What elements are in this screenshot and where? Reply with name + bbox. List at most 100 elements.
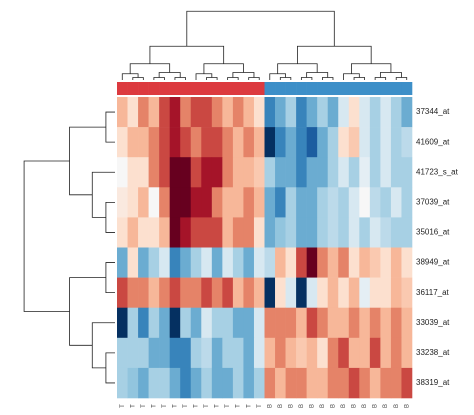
heat-cell [201, 187, 213, 218]
column-label: B [373, 404, 379, 408]
heat-cell [327, 157, 339, 188]
heat-cell [275, 127, 286, 158]
group-bar [369, 82, 381, 95]
heat-cell [380, 97, 392, 128]
dendrogram-branch [206, 77, 218, 80]
heat-cell [369, 97, 381, 128]
heat-cell [243, 97, 255, 128]
heat-cell [117, 127, 128, 158]
heat-cell [390, 217, 402, 248]
heat-cell [190, 127, 202, 158]
heat-cell [201, 217, 213, 248]
heat-cell [275, 97, 286, 128]
heat-cell [327, 97, 339, 128]
heat-cell [159, 157, 170, 188]
heat-cell [232, 157, 244, 188]
dendrogram-branch [306, 72, 329, 78]
dendrogram-branch [23, 160, 70, 312]
heat-cell [348, 307, 360, 339]
dendrogram-branch [269, 73, 286, 80]
column-label: B [288, 404, 294, 408]
column-label: B [267, 404, 273, 408]
heat-cell [159, 247, 170, 278]
heat-cell [275, 277, 286, 308]
heat-cell [296, 307, 307, 339]
heat-cell [169, 97, 181, 128]
dendrogram-branch [105, 111, 115, 143]
heat-cell [138, 97, 149, 128]
dendrogram-branch [379, 72, 402, 78]
heat-cell [169, 337, 181, 369]
heat-cell [232, 217, 244, 248]
heat-cell [232, 277, 244, 308]
heat-cell [222, 367, 234, 399]
heat-cell [327, 127, 339, 158]
heat-cell [348, 157, 360, 188]
heat-cell [222, 307, 234, 339]
heat-cell [359, 187, 371, 218]
heat-cell [222, 277, 234, 308]
heat-cell [348, 127, 360, 158]
heat-cell [169, 127, 181, 158]
column-label: T [246, 404, 252, 408]
heat-cell [380, 187, 392, 218]
heat-cell [243, 157, 255, 188]
heat-cell [148, 127, 160, 158]
heat-cell [211, 337, 223, 369]
heat-cell [369, 247, 381, 278]
heat-cell [243, 187, 255, 218]
heat-cell [127, 127, 139, 158]
heat-cell [390, 157, 402, 188]
heat-cell [232, 247, 244, 278]
heat-cell [380, 337, 392, 369]
heat-cell [159, 187, 170, 218]
heat-cell [253, 337, 265, 369]
heat-cell [201, 127, 213, 158]
heat-cell [264, 367, 276, 399]
heat-cell [285, 217, 297, 248]
dendrogram-branch [343, 73, 360, 80]
heat-cell [138, 337, 149, 369]
heat-cell [296, 127, 307, 158]
heat-cell [127, 247, 139, 278]
heat-cell [285, 307, 297, 339]
heat-cell [148, 307, 160, 339]
dendrogram-branch [248, 77, 260, 80]
column-label: T [183, 404, 189, 408]
heat-cell [190, 187, 202, 218]
heat-cell [338, 97, 350, 128]
heat-cell [285, 247, 297, 278]
heat-cell [369, 127, 381, 158]
row-label: 35016_at [416, 228, 450, 237]
heat-cell [306, 157, 318, 188]
heat-cell [127, 187, 139, 218]
heat-cell [180, 277, 192, 308]
heat-cell [264, 187, 276, 218]
heat-cell [190, 277, 202, 308]
heat-cell [190, 217, 202, 248]
heat-cell [296, 367, 307, 399]
dendrogram-branch [132, 77, 144, 80]
heat-cell [317, 217, 329, 248]
heat-cell [380, 217, 392, 248]
group-bar [327, 82, 339, 95]
dendrogram-branch [186, 10, 335, 47]
heat-cell [243, 307, 255, 339]
heat-cell [348, 187, 360, 218]
heat-cell [296, 97, 307, 128]
column-label: T [225, 404, 231, 408]
heat-cell [317, 157, 329, 188]
heat-cell [338, 277, 350, 308]
heat-cell [285, 277, 297, 308]
heat-cell [380, 247, 392, 278]
heat-cell [211, 157, 223, 188]
heat-cell [275, 367, 286, 399]
row-label: 41609_at [416, 137, 450, 146]
heat-cell [138, 187, 149, 218]
heat-cell [338, 337, 350, 369]
heat-cell [148, 247, 160, 278]
heat-cell [243, 217, 255, 248]
heat-cell [180, 157, 192, 188]
heat-cell [369, 367, 381, 399]
heat-cell [275, 187, 286, 218]
